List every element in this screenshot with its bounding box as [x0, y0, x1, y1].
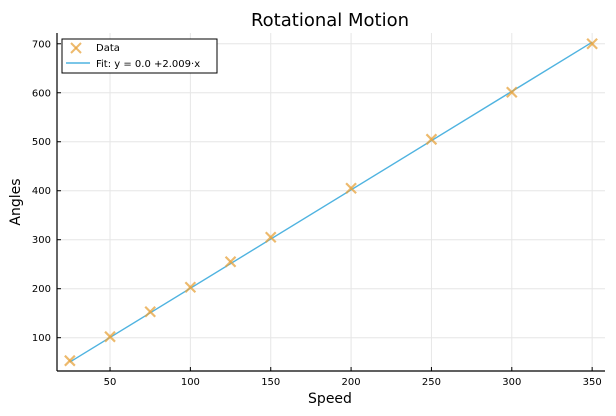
- axes-layer: [56, 33, 605, 372]
- data-point-8: [506, 86, 518, 99]
- series-layer: [64, 37, 598, 367]
- tick-layer: 50 100 150 200 250 300 350 100 200 300 400 500 600 70…: [32, 39, 602, 388]
- data-point-6: [345, 182, 357, 195]
- fit-line: [69, 41, 593, 363]
- x-axis-label: Speed: [308, 391, 352, 407]
- data-point-0: [64, 354, 76, 367]
- y-tick-label-5: 600: [32, 88, 51, 99]
- legend-data-label: Data: [96, 43, 120, 54]
- data-point-4: [224, 255, 237, 268]
- legend-data-marker-b: [70, 42, 82, 54]
- chart-title: Rotational Motion: [251, 10, 409, 31]
- y-tick-label-3: 400: [32, 186, 51, 197]
- data-point-2: [144, 305, 156, 318]
- x-tick-label-4: 250: [422, 377, 441, 388]
- x-tick-label-1: 100: [181, 377, 200, 388]
- legend: Data Fit: y = 0.0 +2.009·x: [61, 38, 218, 74]
- y-tick-label-0: 100: [32, 333, 51, 344]
- y-tick-label-2: 300: [32, 235, 51, 246]
- x-tick-label-5: 300: [502, 377, 521, 388]
- y-tick-label-4: 500: [32, 137, 51, 148]
- x-tick-label-0: 50: [104, 377, 117, 388]
- y-tick-label-6: 700: [32, 39, 51, 50]
- x-tick-label-2: 150: [261, 377, 280, 388]
- data-point-3: [184, 281, 197, 294]
- x-tick-label-6: 350: [583, 377, 602, 388]
- y-tick-label-1: 200: [32, 284, 51, 295]
- data-point-7: [425, 133, 438, 146]
- data-point-9: [586, 37, 598, 50]
- y-axis-label: Angles: [8, 178, 24, 225]
- data-point-1: [104, 330, 116, 343]
- legend-box: [61, 38, 218, 74]
- legend-fit-label: Fit: y = 0.0 +2.009·x: [96, 59, 200, 70]
- x-tick-label-3: 200: [342, 377, 361, 388]
- data-point-5: [264, 231, 277, 244]
